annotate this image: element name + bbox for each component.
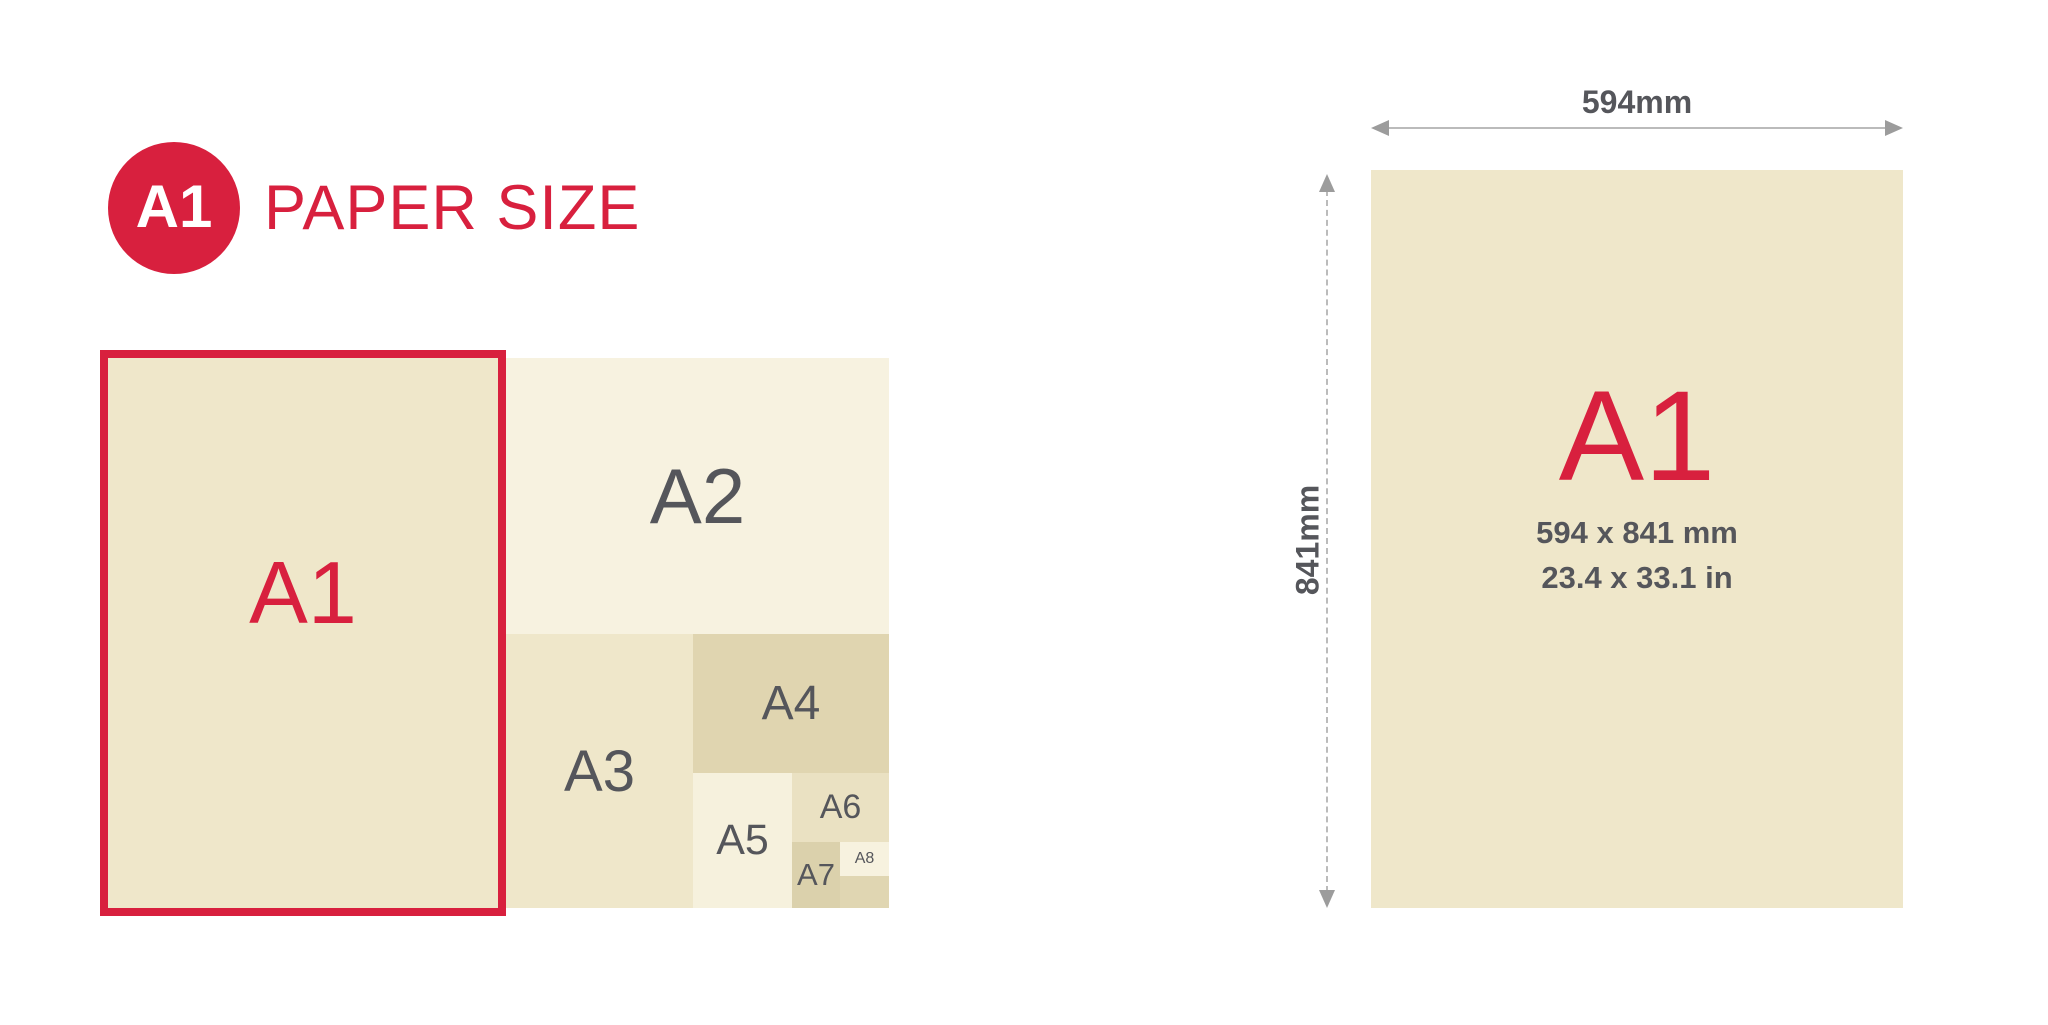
vertical-dimension-line — [1326, 190, 1328, 892]
paper-a6: A6 — [792, 773, 889, 842]
detail-paper-sheet: A1 594 x 841 mm 23.4 x 33.1 in — [1371, 170, 1903, 908]
paper-a5: A5 — [693, 773, 792, 908]
paper-label-a2: A2 — [649, 451, 746, 540]
header: A1 PAPER SIZE — [108, 142, 640, 274]
paper-label-a6: A6 — [819, 788, 862, 826]
width-dimension-label: 594mm — [1581, 84, 1693, 120]
arrow-right-icon — [1885, 120, 1903, 136]
paper-label-a8: A8 — [854, 850, 875, 867]
paper-label-a5: A5 — [716, 816, 769, 864]
a1-badge: A1 — [108, 142, 240, 274]
height-dimension-label: 841mm — [1289, 484, 1326, 596]
paper-a3: A3 — [506, 634, 693, 908]
paper-label-a4: A4 — [761, 677, 821, 730]
arrow-left-icon — [1371, 120, 1389, 136]
paper-a7: A7 — [792, 842, 840, 908]
paper-a1-highlighted: A1 — [100, 350, 506, 916]
detail-size-mm: 594 x 841 mm — [1536, 515, 1738, 550]
paper-a2: A2 — [506, 358, 889, 634]
detail-dimensions: 594 x 841 mm 23.4 x 33.1 in — [1536, 510, 1738, 600]
detail-size-in: 23.4 x 33.1 in — [1541, 560, 1733, 595]
paper-label-a7: A7 — [797, 857, 835, 892]
arrow-up-icon — [1319, 174, 1335, 192]
badge-label: A1 — [135, 172, 213, 240]
arrow-down-icon — [1319, 890, 1335, 908]
detail-title: A1 — [1558, 365, 1716, 508]
paper-label-a1: A1 — [249, 543, 357, 642]
horizontal-dimension-line — [1387, 127, 1887, 129]
page-title: PAPER SIZE — [264, 173, 641, 243]
paper-a4: A4 — [693, 634, 889, 773]
paper-label-a3: A3 — [564, 738, 635, 804]
paper-remainder — [840, 876, 889, 908]
paper-a8: A8 — [840, 842, 889, 876]
